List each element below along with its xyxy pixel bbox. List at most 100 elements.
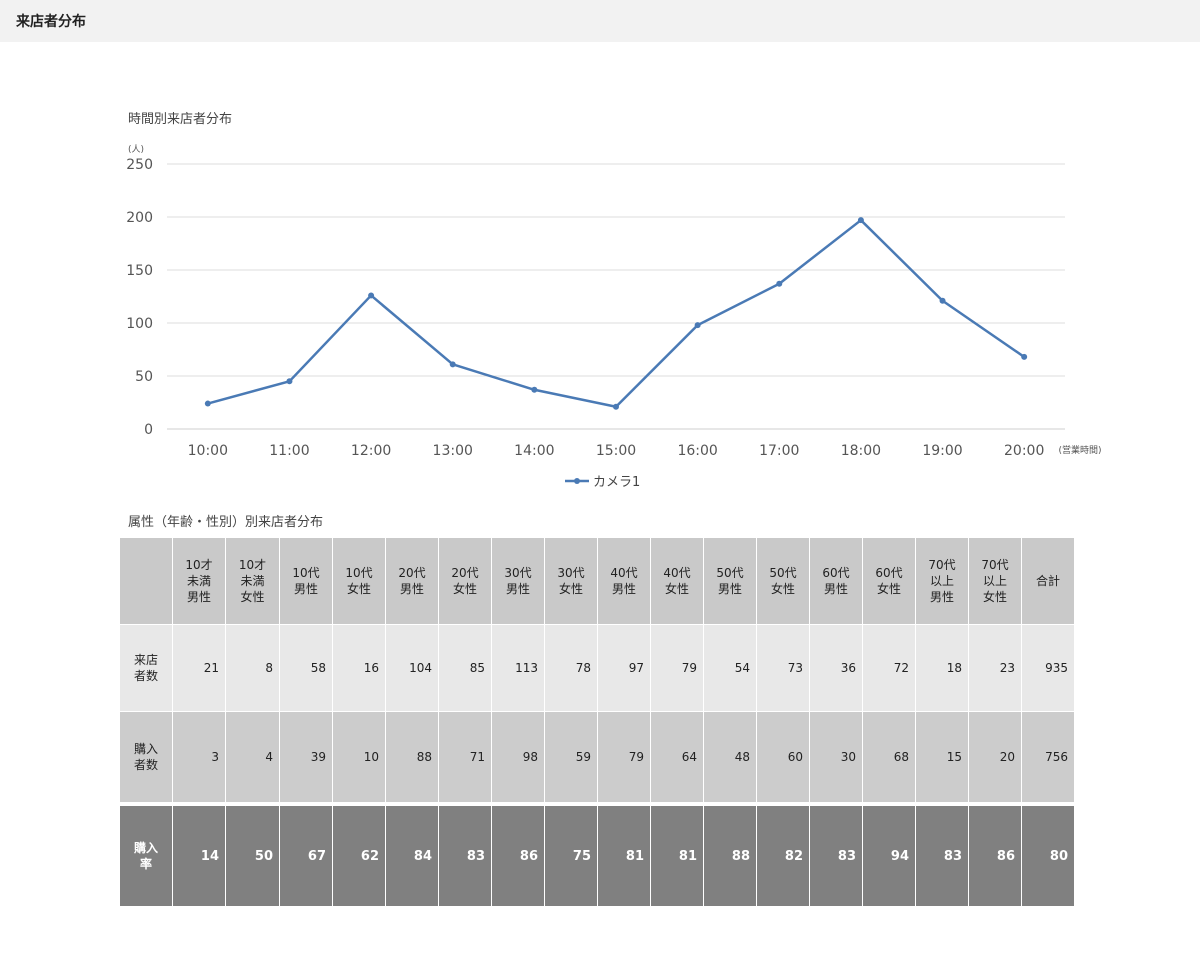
table-cell: 79: [650, 624, 704, 712]
table-cell: 85: [438, 624, 492, 712]
table-cell: 62: [332, 803, 386, 907]
table-cell: 54: [703, 624, 757, 712]
x-axis-label: (営業時間): [1058, 444, 1101, 456]
table-cell: 39: [279, 711, 333, 806]
table-cell: 88: [703, 803, 757, 907]
x-tick-label: 19:00: [922, 443, 962, 459]
table-cell: 14: [172, 803, 226, 907]
table-cell: 15: [915, 711, 969, 806]
y-tick-label: 200: [126, 210, 153, 226]
data-point: [531, 386, 538, 393]
column-header: 50代 女性: [756, 537, 810, 625]
table-cell: 30: [809, 711, 863, 806]
table-row: 購入率 14 50 67 62 84 83 86 75 81 81 88 82 83 94 83 86 80: [119, 803, 1075, 907]
y-tick-label: 150: [126, 263, 153, 279]
x-tick-label: 11:00: [269, 443, 309, 459]
x-tick-label: 17:00: [759, 443, 799, 459]
data-point: [1021, 353, 1028, 360]
x-tick-label: 10:00: [188, 443, 228, 459]
table-cell: 88: [385, 711, 439, 806]
table-cell: 20: [968, 711, 1022, 806]
table-cell: 3: [172, 711, 226, 806]
table-cell: 104: [385, 624, 439, 712]
x-tick-label: 18:00: [841, 443, 881, 459]
table-cell: 86: [491, 803, 545, 907]
column-header: 合計: [1021, 537, 1075, 625]
column-header: 60代 女性: [862, 537, 916, 625]
data-point: [368, 292, 375, 299]
column-header: 40代 女性: [650, 537, 704, 625]
data-point: [857, 217, 864, 224]
table-cell: 84: [385, 803, 439, 907]
row-header: 購入率: [119, 803, 173, 907]
table-cell: 83: [438, 803, 492, 907]
attribute-table: 10才 未満 男性 10才 未満 女性 10代 男性 10代 女性 20代 男性 20代 女性 30代 男性 3…: [119, 537, 1075, 907]
table-cell: 8: [225, 624, 280, 712]
table-cell: 86: [968, 803, 1022, 907]
table-cell: 78: [544, 624, 598, 712]
column-header: 30代 女性: [544, 537, 598, 625]
data-point: [204, 400, 211, 407]
table-cell: 23: [968, 624, 1022, 712]
table-cell: 64: [650, 711, 704, 806]
table-header-row: 10才 未満 男性 10才 未満 女性 10代 男性 10代 女性 20代 男性 20代 女性 30代 男性 3…: [119, 537, 1075, 625]
table-cell: 18: [915, 624, 969, 712]
page-title: 来店者分布: [16, 14, 86, 30]
row-header: 来店 者数: [119, 624, 173, 712]
x-tick-label: 13:00: [433, 443, 473, 459]
table-cell: 72: [862, 624, 916, 712]
table-cell: 50: [225, 803, 280, 907]
column-header: 10才 未満 男性: [172, 537, 226, 625]
table-cell: 81: [597, 803, 651, 907]
x-tick-label: 16:00: [677, 443, 717, 459]
table-cell: 98: [491, 711, 545, 806]
column-header: 20代 男性: [385, 537, 439, 625]
column-header: 40代 男性: [597, 537, 651, 625]
table-cell: 97: [597, 624, 651, 712]
table-cell: 75: [544, 803, 598, 907]
table-cell: 16: [332, 624, 386, 712]
y-axis-label: (人): [128, 144, 144, 155]
table-cell: 80: [1021, 803, 1075, 907]
table-cell: 79: [597, 711, 651, 806]
table-cell: 4: [225, 711, 280, 806]
table-cell: 10: [332, 711, 386, 806]
data-point: [939, 297, 946, 304]
row-header: 購入 者数: [119, 711, 173, 806]
column-header: 10代 女性: [332, 537, 386, 625]
y-tick-label: 100: [126, 316, 153, 332]
page-header: 来店者分布: [0, 0, 1200, 42]
table-cell: 36: [809, 624, 863, 712]
table-row: 購入 者数 3 4 39 10 88 71 98 59 79 64 48 60 30 68 15 20 756: [119, 711, 1075, 806]
table-cell: 58: [279, 624, 333, 712]
column-header: 10才 未満 女性: [225, 537, 280, 625]
x-tick-label: 12:00: [351, 443, 391, 459]
x-tick-label: 14:00: [514, 443, 554, 459]
data-point: [286, 378, 293, 385]
column-header: 70代 以上 男性: [915, 537, 969, 625]
column-header: 70代 以上 女性: [968, 537, 1022, 625]
column-header: 50代 男性: [703, 537, 757, 625]
table-cell: 82: [756, 803, 810, 907]
legend-marker: [574, 478, 580, 484]
y-tick-label: 50: [135, 369, 153, 385]
table-row: 来店 者数 21 8 58 16 104 85 113 78 97 79 54 73 36 72 18 23 935: [119, 624, 1075, 712]
x-tick-label: 20:00: [1004, 443, 1044, 459]
column-header: 30代 男性: [491, 537, 545, 625]
series-line: [207, 218, 1025, 408]
data-point: [449, 361, 456, 368]
data-point: [776, 280, 783, 287]
data-point: [694, 322, 701, 329]
corner-cell: [119, 537, 173, 625]
y-tick-label: 250: [126, 157, 153, 173]
table-cell: 48: [703, 711, 757, 806]
column-header: 20代 女性: [438, 537, 492, 625]
y-tick-label: 0: [144, 422, 153, 438]
table-title: 属性（年齢・性別）別来店者分布: [128, 515, 324, 530]
table-cell: 67: [279, 803, 333, 907]
x-tick-label: 15:00: [596, 443, 636, 459]
column-header: 60代 男性: [809, 537, 863, 625]
table-cell: 21: [172, 624, 226, 712]
table-cell: 59: [544, 711, 598, 806]
data-point: [613, 403, 619, 410]
